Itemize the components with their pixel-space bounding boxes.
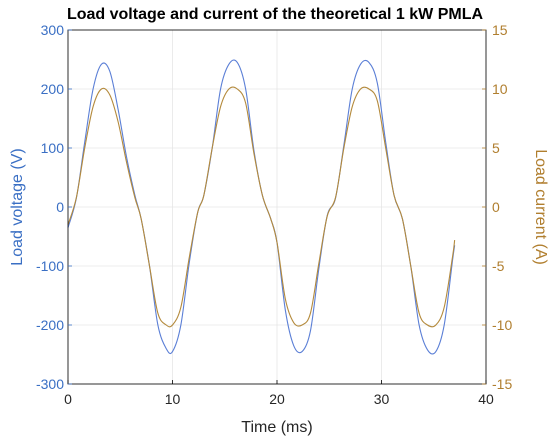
- x-tick-label: 10: [165, 391, 181, 407]
- right-y-tick-label: 5: [492, 140, 500, 156]
- series-line-current: [67, 86, 456, 328]
- left-y-tick-label: 300: [41, 22, 65, 38]
- left-y-axis: -300 -200 -100 0 100 200 300: [36, 22, 72, 392]
- grid: [67, 29, 487, 385]
- chart-title: Load voltage and current of the theoreti…: [67, 6, 484, 23]
- x-tick-label: 40: [478, 391, 494, 407]
- right-y-axis: -15 -10 -5 0 5 10 15: [482, 22, 512, 392]
- x-tick-label: 20: [269, 391, 285, 407]
- x-axis-label: Time (ms): [241, 419, 312, 436]
- plot-area: [67, 59, 456, 355]
- x-tick-label: 30: [374, 391, 390, 407]
- left-y-tick-label: 0: [56, 199, 64, 215]
- left-y-axis-label: Load voltage (V): [9, 148, 26, 265]
- left-y-tick-label: -100: [36, 258, 64, 274]
- right-y-axis-label: Load current (A): [532, 149, 549, 265]
- right-y-tick-label: -10: [492, 317, 512, 333]
- left-y-tick-label: -200: [36, 317, 64, 333]
- left-y-tick-label: 100: [41, 140, 65, 156]
- right-y-tick-label: 10: [492, 81, 508, 97]
- right-y-tick-label: 15: [492, 22, 508, 38]
- x-axis: 0 10 20 30 40: [64, 380, 494, 407]
- left-y-tick-label: -300: [36, 376, 64, 392]
- right-y-tick-label: -5: [492, 258, 505, 274]
- x-tick-label: 0: [64, 391, 72, 407]
- right-y-tick-label: -15: [492, 376, 512, 392]
- right-y-tick-label: 0: [492, 199, 500, 215]
- left-y-tick-label: 200: [41, 81, 65, 97]
